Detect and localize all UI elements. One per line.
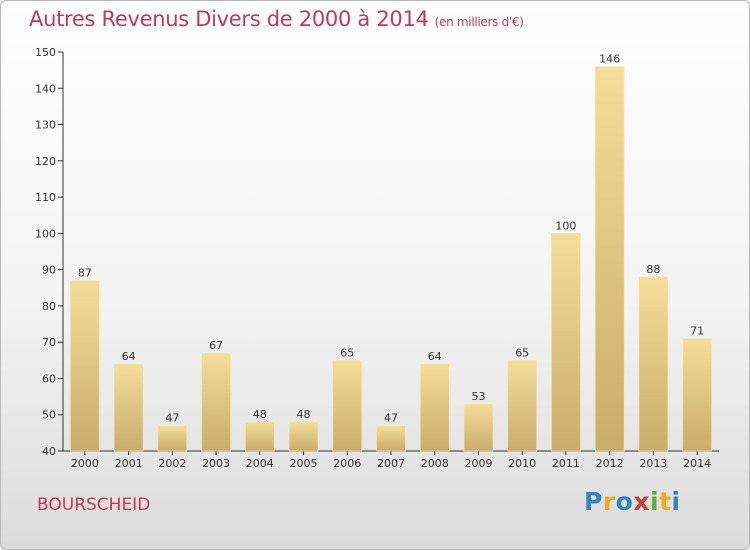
y-tick-label: 60 bbox=[42, 372, 56, 385]
y-tick-label: 100 bbox=[35, 227, 56, 240]
data-label-2007: 47 bbox=[384, 412, 398, 425]
y-tick-label: 150 bbox=[35, 46, 56, 59]
data-label-2014: 71 bbox=[690, 325, 704, 338]
x-tick-label: 2006 bbox=[333, 457, 361, 470]
proxiti-logo: Proxiti bbox=[584, 487, 681, 516]
x-tick-label: 2005 bbox=[290, 457, 318, 470]
data-label-2000: 87 bbox=[78, 267, 92, 280]
data-label-2001: 64 bbox=[122, 350, 136, 363]
y-tick-label: 90 bbox=[42, 264, 56, 277]
data-label-2004: 48 bbox=[253, 408, 267, 421]
bar-2008 bbox=[419, 363, 450, 452]
y-tick-label: 140 bbox=[35, 82, 56, 95]
data-label-2012: 146 bbox=[599, 53, 620, 66]
logo-letter: x bbox=[633, 487, 650, 516]
bar-2006 bbox=[332, 360, 363, 452]
bar-2010 bbox=[507, 360, 538, 452]
x-axis: 2000 2001 2002 2003 2004 2005 2006 2007 2008 2009… bbox=[63, 450, 719, 470]
bar-2014 bbox=[682, 338, 712, 452]
x-tick-label: 2001 bbox=[115, 457, 143, 470]
data-label-2009: 53 bbox=[471, 390, 485, 403]
x-tick-label: 2014 bbox=[683, 457, 711, 470]
x-tick-label: 2011 bbox=[552, 457, 580, 470]
bars bbox=[70, 66, 712, 452]
data-label-2002: 47 bbox=[165, 412, 179, 425]
logo-letter: P bbox=[584, 487, 603, 516]
data-label-2011: 100 bbox=[555, 219, 576, 232]
bar-2011 bbox=[551, 233, 581, 452]
chart-subtitle: (en milliers d'€) bbox=[434, 15, 524, 29]
y-tick-label: 120 bbox=[35, 155, 56, 168]
data-label-2006: 65 bbox=[340, 346, 354, 359]
data-label-2008: 64 bbox=[428, 350, 442, 363]
chart-title-text: Autres Revenus Divers de 2000 à 2014 bbox=[29, 7, 429, 31]
y-tick-label: 40 bbox=[42, 445, 56, 458]
data-label-2010: 65 bbox=[515, 346, 529, 359]
bar-2002 bbox=[157, 425, 188, 452]
x-tick-label: 2012 bbox=[596, 457, 624, 470]
x-tick-label: 2002 bbox=[158, 457, 186, 470]
chart-title: Autres Revenus Divers de 2000 à 2014 (en … bbox=[29, 7, 524, 31]
logo-letter: i bbox=[671, 487, 681, 516]
bar-2005 bbox=[288, 421, 319, 452]
bar-2012 bbox=[594, 66, 625, 452]
x-tick-label: 2009 bbox=[464, 457, 492, 470]
bar-2013 bbox=[638, 276, 669, 452]
bar-2001 bbox=[113, 363, 144, 452]
y-tick-label: 130 bbox=[35, 119, 56, 132]
x-tick-label: 2000 bbox=[71, 457, 99, 470]
x-tick-label: 2013 bbox=[639, 457, 667, 470]
bar-2000 bbox=[70, 280, 100, 452]
bar-2003 bbox=[201, 352, 231, 452]
x-tick-label: 2007 bbox=[377, 457, 405, 470]
x-tick-label: 2010 bbox=[508, 457, 536, 470]
data-label-2005: 48 bbox=[297, 408, 311, 421]
bar-2004 bbox=[245, 421, 275, 452]
y-tick-label: 50 bbox=[42, 409, 56, 422]
region-name: BOURSCHEID bbox=[37, 495, 151, 515]
y-tick-label: 110 bbox=[35, 191, 56, 204]
logo-letter: o bbox=[615, 487, 634, 516]
data-label-2003: 67 bbox=[209, 339, 223, 352]
y-tick-label: 70 bbox=[42, 336, 56, 349]
y-tick-label: 80 bbox=[42, 300, 56, 313]
bar-2007 bbox=[376, 425, 406, 452]
data-label-2013: 88 bbox=[646, 263, 660, 276]
bar-2009 bbox=[463, 403, 494, 452]
y-axis: 40 50 60 70 80 90 100 110 120 130 140 150 bbox=[35, 46, 64, 458]
x-tick-label: 2004 bbox=[246, 457, 274, 470]
data-labels: 87 64 47 67 48 48 65 47 64 53 65 100 146 88 71 bbox=[78, 53, 704, 425]
x-tick-label: 2008 bbox=[421, 457, 449, 470]
logo-letter: i bbox=[650, 487, 660, 516]
logo-letter: r bbox=[602, 487, 616, 516]
x-tick-label: 2003 bbox=[202, 457, 230, 470]
logo-letter: t bbox=[659, 487, 672, 516]
